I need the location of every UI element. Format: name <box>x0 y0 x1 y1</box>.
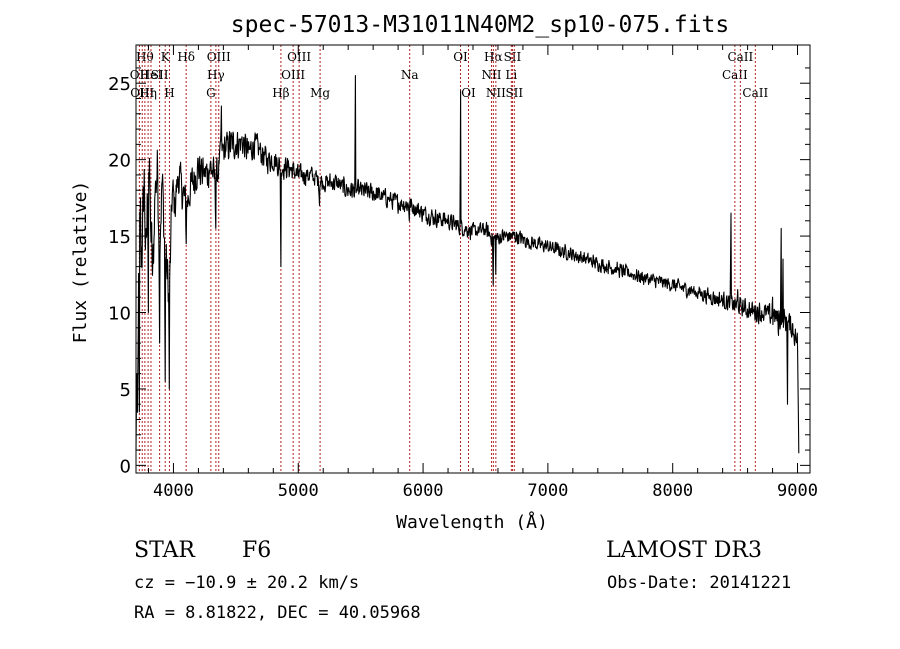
marker-label-26: CaII <box>727 50 753 64</box>
marker-label-19: NII <box>481 68 501 82</box>
marker-label-13: OIII <box>281 68 305 82</box>
line-markers: OIIOIIIHθHηHeISIIKHHδGHγOIIIHβOIIIOIIIMg… <box>130 45 768 473</box>
marker-label-7: H <box>164 86 174 100</box>
marker-label-11: OIII <box>207 50 231 64</box>
redshift-readout: cz = −10.9 ± 20.2 km/s <box>134 573 360 593</box>
x-tick-label-1: 5000 <box>278 481 319 501</box>
plot-frame <box>135 44 811 474</box>
y-tick-label-3: 15 <box>108 227 131 248</box>
x-tick-label-2: 6000 <box>403 481 444 501</box>
obs-date: Obs-Date: 20141221 <box>607 573 792 593</box>
chart-title: spec-57013-M31011N40M2_sp10-075.fits <box>231 12 730 38</box>
object-class: STAR <box>134 538 195 563</box>
marker-label-27: CaII <box>742 86 768 100</box>
y-tick-label-2: 10 <box>108 304 131 325</box>
x-axis-label: Wavelength (Å) <box>396 511 548 530</box>
marker-label-3: Hη <box>139 86 157 100</box>
marker-label-5: SII <box>151 68 169 82</box>
marker-label-25: CaII <box>722 68 748 82</box>
marker-label-16: Na <box>401 68 419 82</box>
spectrum-line <box>135 75 800 454</box>
marker-label-6: K <box>161 50 171 64</box>
spectrum-series <box>135 75 800 454</box>
spectrum-chart: spec-57013-M31011N40M2_sp10-075.fits OII… <box>70 12 818 530</box>
x-tick-label-5: 9000 <box>777 481 818 501</box>
marker-label-4: HeI <box>140 68 163 82</box>
y-tick-label-1: 5 <box>120 380 131 401</box>
marker-label-23: SII <box>504 50 522 64</box>
x-tick-label-3: 7000 <box>527 481 568 501</box>
y-tick-label-0: 0 <box>120 456 131 477</box>
coordinates: RA = 8.81822, DEC = 40.05968 <box>134 603 421 623</box>
axis-ticks: 4000 5000 6000 7000 8000 9000 0 5 10 15 20 25 <box>108 45 818 501</box>
marker-label-9: G <box>206 86 216 100</box>
marker-label-22: Li <box>505 68 517 82</box>
marker-label-24: SII <box>505 86 523 100</box>
x-tick-label-0: 4000 <box>153 481 194 501</box>
y-tick-label-5: 25 <box>108 74 131 95</box>
marker-label-8: Hδ <box>177 50 195 64</box>
marker-label-2: Hθ <box>136 50 154 64</box>
survey-name: LAMOST DR3 <box>606 538 762 563</box>
y-axis-label: Flux (relative) <box>70 181 91 344</box>
x-tick-label-4: 8000 <box>652 481 693 501</box>
marker-label-21: NII <box>486 86 506 100</box>
marker-label-12: Hβ <box>272 86 289 100</box>
marker-label-14: OIII <box>287 50 311 64</box>
marker-label-18: OI <box>461 86 476 100</box>
marker-label-17: OI <box>453 50 468 64</box>
marker-label-15: Mg <box>310 86 330 100</box>
marker-label-10: Hγ <box>207 68 225 82</box>
y-tick-label-4: 20 <box>108 151 131 172</box>
marker-label-20: Hα <box>484 50 503 64</box>
object-subclass: F6 <box>242 538 272 563</box>
